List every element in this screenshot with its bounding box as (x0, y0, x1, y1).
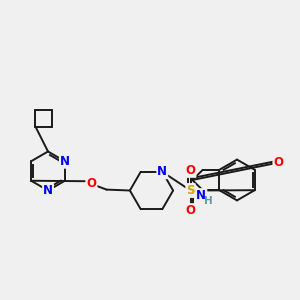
Text: N: N (43, 184, 53, 197)
Text: O: O (185, 164, 196, 177)
Text: O: O (185, 204, 196, 217)
Text: N: N (157, 165, 167, 178)
Text: S: S (186, 184, 195, 197)
Text: O: O (86, 177, 97, 190)
Text: O: O (273, 156, 284, 169)
Text: N: N (196, 189, 206, 202)
Text: N: N (60, 155, 70, 168)
Text: H: H (204, 196, 213, 206)
